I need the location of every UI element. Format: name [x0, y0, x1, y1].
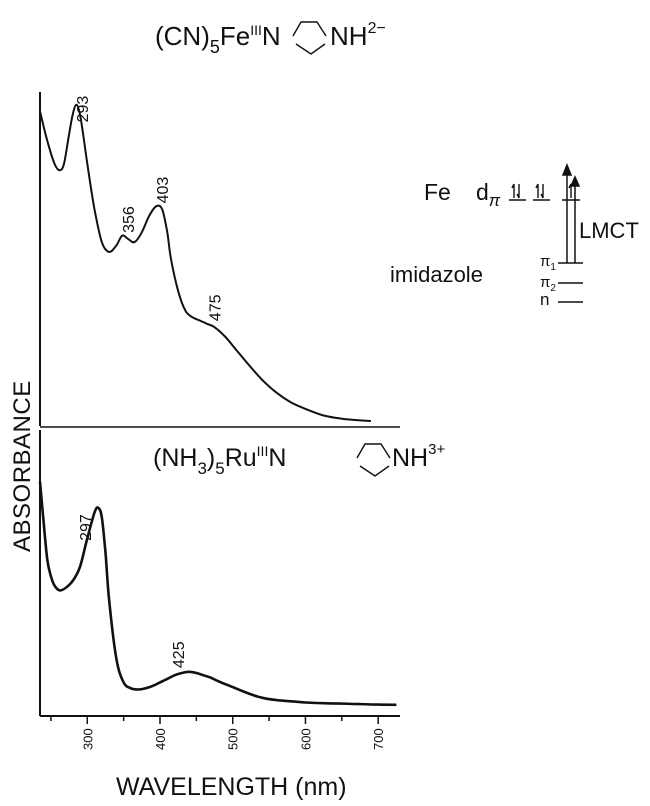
- x-tick-label-400: 400: [153, 728, 168, 750]
- upper-imidazole-ring-icon: [292, 21, 327, 55]
- metal-label: Fe: [424, 179, 451, 205]
- upper-title: (CN)5FeIIIN: [155, 21, 281, 57]
- lower-spectrum-panel: (NH3)5RuIIIN NH3+ 300 400 500 600 700 297 425: [38, 430, 445, 750]
- upper-title-nh: NH2−: [330, 20, 386, 51]
- lower-imidazole-ring-icon: [356, 443, 391, 477]
- orbital-label: dπ: [476, 179, 501, 210]
- energy-level-diagram: Fe dπ LMCT imidazole π1 π2 n: [390, 162, 639, 309]
- lower-peak-label-297: 297: [78, 514, 95, 541]
- lower-peak-label-425: 425: [171, 641, 188, 668]
- y-axis-label: ABSORBANCE: [9, 380, 36, 552]
- level-pi1: π1: [540, 253, 556, 273]
- lmct-label: LMCT: [579, 218, 639, 243]
- upper-peak-label-356: 356: [121, 206, 138, 233]
- x-tick-label-600: 600: [299, 728, 314, 750]
- electron-arrows: [511, 183, 572, 199]
- upper-peak-label-403: 403: [155, 177, 172, 204]
- level-pi2: π2: [540, 274, 556, 294]
- level-n: n: [540, 290, 549, 309]
- imidazole-label: imidazole: [390, 262, 483, 287]
- x-axis-label: WAVELENGTH (nm): [116, 773, 347, 801]
- upper-peak-label-293: 293: [75, 96, 92, 123]
- upper-spectrum-curve: [39, 103, 371, 422]
- x-tick-label-300: 300: [80, 728, 95, 750]
- x-tick-label-500: 500: [226, 728, 241, 750]
- ligand-levels: [558, 262, 583, 303]
- lower-title: (NH3)5RuIIIN: [153, 443, 286, 478]
- upper-peak-label-475: 475: [208, 294, 225, 321]
- upper-spectrum-panel: (CN)5FeIIIN NH2− 293 356 403 475: [39, 20, 386, 426]
- lower-spectrum-curve: [38, 481, 397, 707]
- x-tick-label-700: 700: [371, 728, 386, 750]
- lmct-arrows: [561, 162, 581, 263]
- lower-title-nh: NH3+: [392, 441, 445, 472]
